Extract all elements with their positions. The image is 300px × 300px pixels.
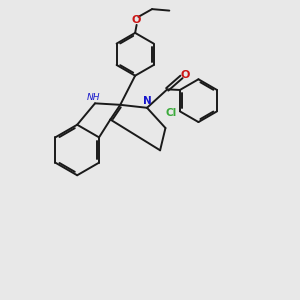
Text: O: O (181, 70, 190, 80)
Text: N: N (143, 96, 152, 106)
Text: O: O (132, 15, 141, 26)
Text: Cl: Cl (165, 108, 177, 118)
Text: NH: NH (87, 93, 100, 102)
